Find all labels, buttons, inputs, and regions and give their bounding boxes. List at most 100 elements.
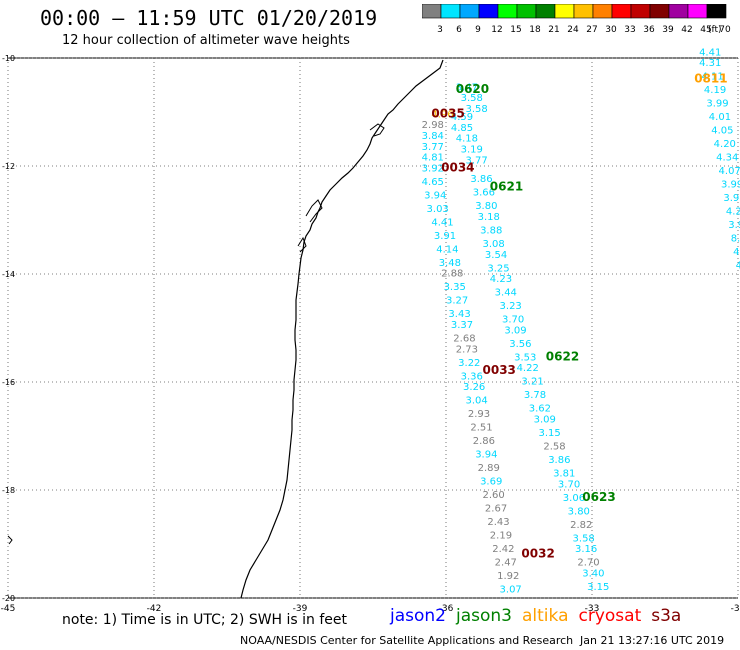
wave-height-value: 3.44 [495,288,517,299]
wave-height-value: 3.58 [465,104,487,115]
track-0811: 4.414.31 4.11 4.19 3.99 4.01 4.05 4.20 4.34 4.07… [699,47,740,271]
wave-height-value: 2.89 [478,463,500,474]
wave-height-value: 3.98 [728,220,740,231]
wave-height-value: 4.05 [711,126,733,137]
wave-height-value: 2.98 [422,120,444,131]
satellite-legend: jason2 jason3 altika cryosat s3a [390,606,691,626]
lat-label: -12 [2,162,15,171]
wave-height-value: 2.68 [453,334,475,345]
wave-height-value: 3.27 [446,296,468,307]
wave-height-value: 3.25 [487,263,509,274]
wave-height-value: 3.04 [465,396,487,407]
wave-height-value: 2.73 [456,344,478,355]
wave-height-value: 8.87 [731,234,740,245]
wave-height-value: 3.23 [500,301,522,312]
island-outline [7,535,13,545]
wave-height-value: 3.22 [458,358,480,369]
wave-height-value: 4.59 [451,112,473,123]
legend-jason2: jason2 [390,606,446,626]
wave-height-value: 3.36 [461,371,483,382]
colorbar-swatch [573,4,594,19]
wave-height-value: 3.08 [483,239,505,250]
colorbar-swatch [630,4,651,19]
colorbar-label: 70 [719,25,731,35]
track-id-label: 0622 [546,349,579,363]
colorbar-swatch [497,4,518,19]
legend-s3a: s3a [651,606,682,626]
colorbar-swatch [668,4,689,19]
wave-height-value: 3.47 [456,82,478,93]
wave-height-value: 4.22 [517,363,539,374]
wave-height-value: 3.78 [524,390,546,401]
colorbar-swatch [535,4,556,19]
track-id-label: 0620 [456,82,489,96]
wave-height-value: 3.06 [563,493,585,504]
coastline [240,59,444,599]
wave-height-value: 3.91 [434,231,456,242]
wave-height-value: 2.70 [577,558,599,569]
wave-height-value: 3.99 [721,180,740,191]
wave-height-value: 3.86 [470,174,492,185]
lat-label: -14 [2,270,15,279]
wave-height-value: 3.80 [568,506,590,517]
wave-height-value: 4.31 [699,58,721,69]
wave-height-value: 4.41 [699,47,721,58]
wave-height-value: 3.15 [587,582,609,593]
wave-height-value: 3.99 [706,99,728,110]
wave-height-value: 4.23 [490,274,512,285]
wave-height-value: 3.66 [473,188,495,199]
colorbar-swatch [554,4,575,19]
lat-label: -16 [2,378,15,387]
wave-height-value: 2.88 [441,269,463,280]
wave-height-value: 3.56 [509,339,531,350]
colorbar-swatch [459,4,480,19]
wave-height-value: 3.58 [573,533,595,544]
wave-height-value: 3.81 [553,469,575,480]
wave-height-value: 3.37 [451,320,473,331]
wave-height-value: 4.41 [431,217,453,228]
lon-label: -30 [731,604,740,614]
wave-height-value: 3.19 [461,145,483,156]
wave-height-value: 4.14 [436,244,458,255]
wave-height-value: 3.86 [548,455,570,466]
wave-height-value: 3.03 [427,204,449,215]
colorbar-label: 6 [456,25,462,35]
colorbar-unit: (ft) [708,25,722,35]
wave-height-value: 3.18 [478,212,500,223]
wave-height-value: 2.86 [473,436,495,447]
wave-height-value: 4.20 [714,139,736,150]
track-0621: 3.863.663.803.183.883.083.543.254.233.44… [470,174,609,593]
wave-height-value: 2.47 [495,558,517,569]
wave-height-value: 4.65 [422,177,444,188]
wave-height-value: 3.09 [534,415,556,426]
wave-height-value: 3.40 [582,568,604,579]
wave-height-value: 3.43 [448,309,470,320]
colorbar-label: 39 [662,25,674,35]
wave-height-value: 2.67 [485,504,507,515]
colorbar-label: 21 [548,25,559,35]
wave-height-value: 3.21 [521,377,543,388]
wave-height-value: 3.54 [485,250,507,261]
colorbar-swatch [649,4,670,19]
map-title: 00:00 – 11:59 UTC 01/20/2019 [40,6,378,30]
note-text: note: 1) Time is in UTC; 2) SWH is in fe… [62,612,348,628]
colorbar-label: 12 [491,25,502,35]
wave-height-value: 3.15 [538,428,560,439]
wave-height-value: 4.10 [736,261,740,272]
colorbar-label: 18 [529,25,541,35]
bay-outline [369,123,385,137]
wave-height-value: 4.85 [451,123,473,134]
wave-height-value: 3.77 [465,155,487,166]
wave-height-value: 3.94 [424,190,446,201]
wave-height-value: 3.69 [480,477,502,488]
wave-height-value: 3.09 [504,325,526,336]
colorbar-swatch [516,4,537,19]
wave-height-value: 3.84 [422,131,444,142]
colorbar-swatch [440,4,461,19]
wave-height-value: 4.96 [431,109,453,120]
wave-height-value: 3.48 [439,258,461,269]
wave-height-value: 3.26 [463,382,485,393]
wave-height-value: 2.43 [487,517,509,528]
colorbar-label: 36 [643,25,655,35]
color-scale-bar: 3 6 9 12 15 18 21 24 27 30 33 36 39 42 45 70(ft) [422,4,731,35]
